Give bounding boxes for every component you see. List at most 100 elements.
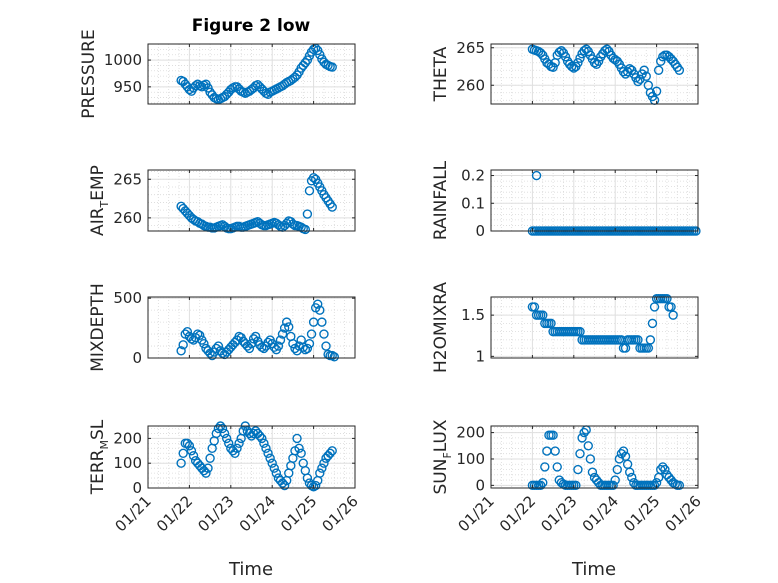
data-point — [668, 310, 678, 320]
axes-box — [147, 169, 356, 232]
y-axis-label: TERRMSL — [88, 419, 111, 495]
subplot-pressure: 950 1000 PRESSURE — [79, 29, 356, 119]
data-point — [302, 343, 313, 354]
subplot-mixdepth: 0 500 MIXDEPTH — [88, 283, 356, 372]
data-point — [583, 441, 593, 451]
axes-box — [147, 43, 356, 105]
data-point — [263, 337, 273, 348]
data-point — [585, 454, 596, 464]
data-point — [573, 464, 583, 475]
data-point — [315, 305, 325, 315]
data-point — [281, 317, 292, 327]
data-point — [548, 62, 558, 72]
data-point — [279, 480, 290, 491]
data-point — [250, 331, 261, 342]
y-tick-label: 260 — [113, 209, 142, 227]
x-tick-label: 01/21 — [455, 492, 498, 535]
data-point — [540, 462, 550, 472]
data-point — [306, 329, 317, 339]
subplot-h2omixra: 1 1.5 H2OMIXRA — [431, 282, 699, 373]
series-mixdepth — [176, 299, 339, 362]
data-point — [302, 209, 313, 219]
data-point — [319, 458, 329, 468]
data-point — [325, 448, 335, 458]
data-point — [315, 468, 325, 478]
x-tick-label: 01/23 — [194, 492, 237, 535]
x-tick-label: 01/23 — [537, 492, 580, 535]
y-axis-label: H2OMIXRA — [431, 282, 451, 373]
data-point — [205, 348, 215, 358]
data-point — [627, 472, 637, 483]
x-tick-label: 01/26 — [319, 492, 362, 535]
data-point — [575, 53, 585, 63]
data-point — [674, 65, 685, 75]
data-point — [643, 343, 654, 353]
data-point — [315, 50, 325, 60]
y-axis-label: RAINFALL — [431, 160, 451, 240]
data-point — [281, 218, 292, 228]
data-point — [199, 338, 209, 349]
data-point — [203, 83, 213, 93]
data-point — [203, 463, 213, 473]
data-point — [610, 475, 620, 485]
data-point — [587, 467, 598, 477]
data-point — [656, 464, 666, 475]
y-tick-label: 0 — [132, 479, 142, 497]
data-point — [651, 86, 662, 96]
subplot-rainfall: 0 0.1 0.2 RAINFALL — [431, 160, 701, 240]
data-point — [257, 433, 267, 444]
data-point — [662, 293, 672, 304]
data-point — [238, 426, 248, 436]
data-point — [641, 71, 651, 81]
y-axis-label: THETA — [431, 46, 451, 102]
data-point — [666, 302, 676, 312]
data-point — [300, 224, 311, 235]
data-point — [277, 329, 288, 339]
data-point — [288, 338, 298, 349]
y-axis-label: MIXDEPTH — [88, 283, 108, 372]
data-point — [178, 448, 188, 458]
data-point — [550, 446, 560, 456]
data-point — [195, 330, 205, 340]
data-point — [306, 480, 317, 491]
y-tick-label: 0.2 — [461, 167, 485, 185]
series-pressure — [176, 43, 337, 105]
data-point — [579, 46, 589, 56]
data-point — [658, 52, 668, 62]
y-tick-label: 200 — [113, 429, 142, 447]
data-point — [548, 430, 558, 440]
data-point — [552, 462, 562, 472]
data-point — [327, 62, 337, 72]
data-point — [575, 326, 585, 337]
data-point — [244, 343, 255, 354]
data-point — [600, 46, 610, 56]
data-point — [647, 318, 658, 329]
data-point — [269, 463, 279, 473]
y-tick-label: 265 — [113, 170, 142, 188]
series-h2omixra — [527, 293, 678, 353]
y-tick-label: 950 — [113, 78, 142, 96]
y-tick-label: 1.5 — [461, 306, 485, 324]
subplot-theta: 260 265 THETA — [431, 39, 699, 105]
data-point — [275, 335, 286, 345]
data-point — [263, 448, 273, 458]
data-point — [529, 302, 540, 312]
axes-box — [147, 296, 356, 359]
data-point — [217, 423, 228, 434]
data-point — [649, 480, 660, 491]
axes-box — [490, 169, 699, 232]
data-point — [571, 480, 581, 491]
data-point — [221, 433, 232, 444]
data-point — [321, 341, 331, 351]
data-point — [273, 341, 284, 351]
x-axis-label-right: Time — [571, 559, 616, 580]
x-tick-label: 01/25 — [277, 492, 320, 535]
series-terr_msl — [176, 421, 337, 492]
data-point — [176, 458, 186, 468]
figure-title: Figure 2 low — [192, 16, 311, 36]
data-point — [660, 464, 670, 475]
data-point — [296, 448, 306, 458]
data-point — [658, 462, 668, 472]
y-axis-label: AIRTEMP — [88, 165, 111, 236]
